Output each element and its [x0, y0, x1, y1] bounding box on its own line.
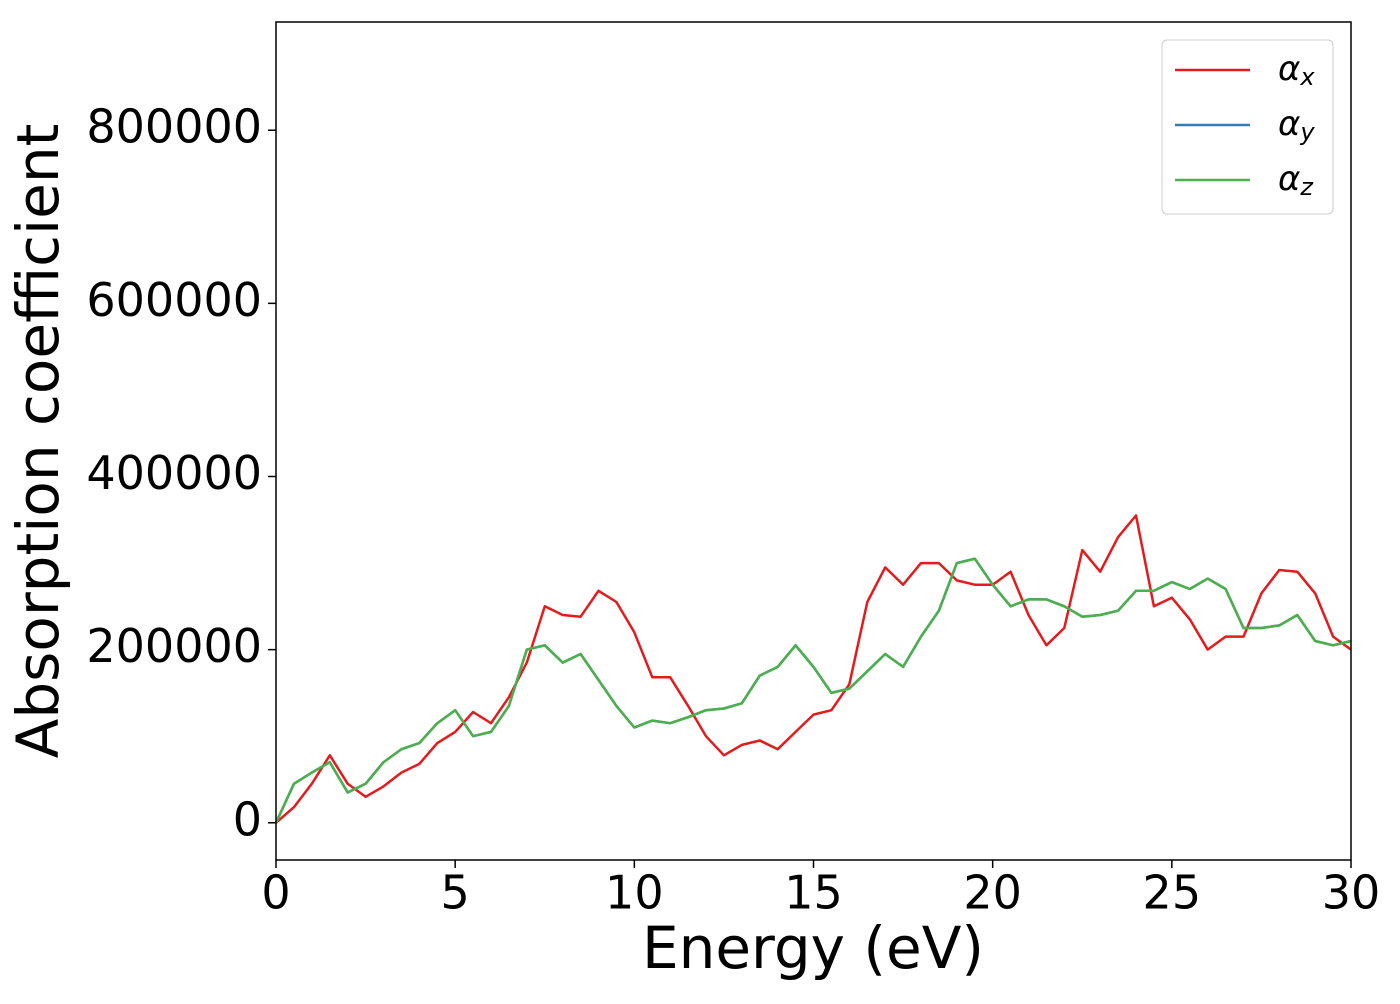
- x-tick-label: 20: [963, 866, 1022, 920]
- y-tick-label: 400000: [86, 446, 262, 500]
- x-tick-label: 5: [441, 866, 470, 920]
- y-tick-label: 0: [233, 792, 262, 846]
- y-axis-label: Absorption coefficient: [4, 124, 72, 759]
- x-tick-label: 15: [784, 866, 843, 920]
- x-tick-label: 25: [1143, 866, 1202, 920]
- legend-label: αz: [1278, 159, 1314, 202]
- series-line: [274, 557, 1352, 824]
- x-axis-label: Energy (eV): [642, 914, 984, 982]
- y-tick-label: 200000: [86, 619, 262, 673]
- series-line: [274, 557, 1352, 824]
- x-tick-label: 30: [1322, 866, 1381, 920]
- y-tick-label: 800000: [86, 100, 262, 154]
- x-tick-label: 10: [605, 866, 664, 920]
- legend-label: αx: [1278, 49, 1315, 92]
- legend-label: αy: [1278, 104, 1315, 147]
- series-line: [275, 514, 1352, 824]
- y-tick-label: 600000: [86, 273, 262, 327]
- x-tick-label: 0: [261, 866, 290, 920]
- plot-frame: [275, 21, 1352, 861]
- legend-box: [1161, 39, 1334, 215]
